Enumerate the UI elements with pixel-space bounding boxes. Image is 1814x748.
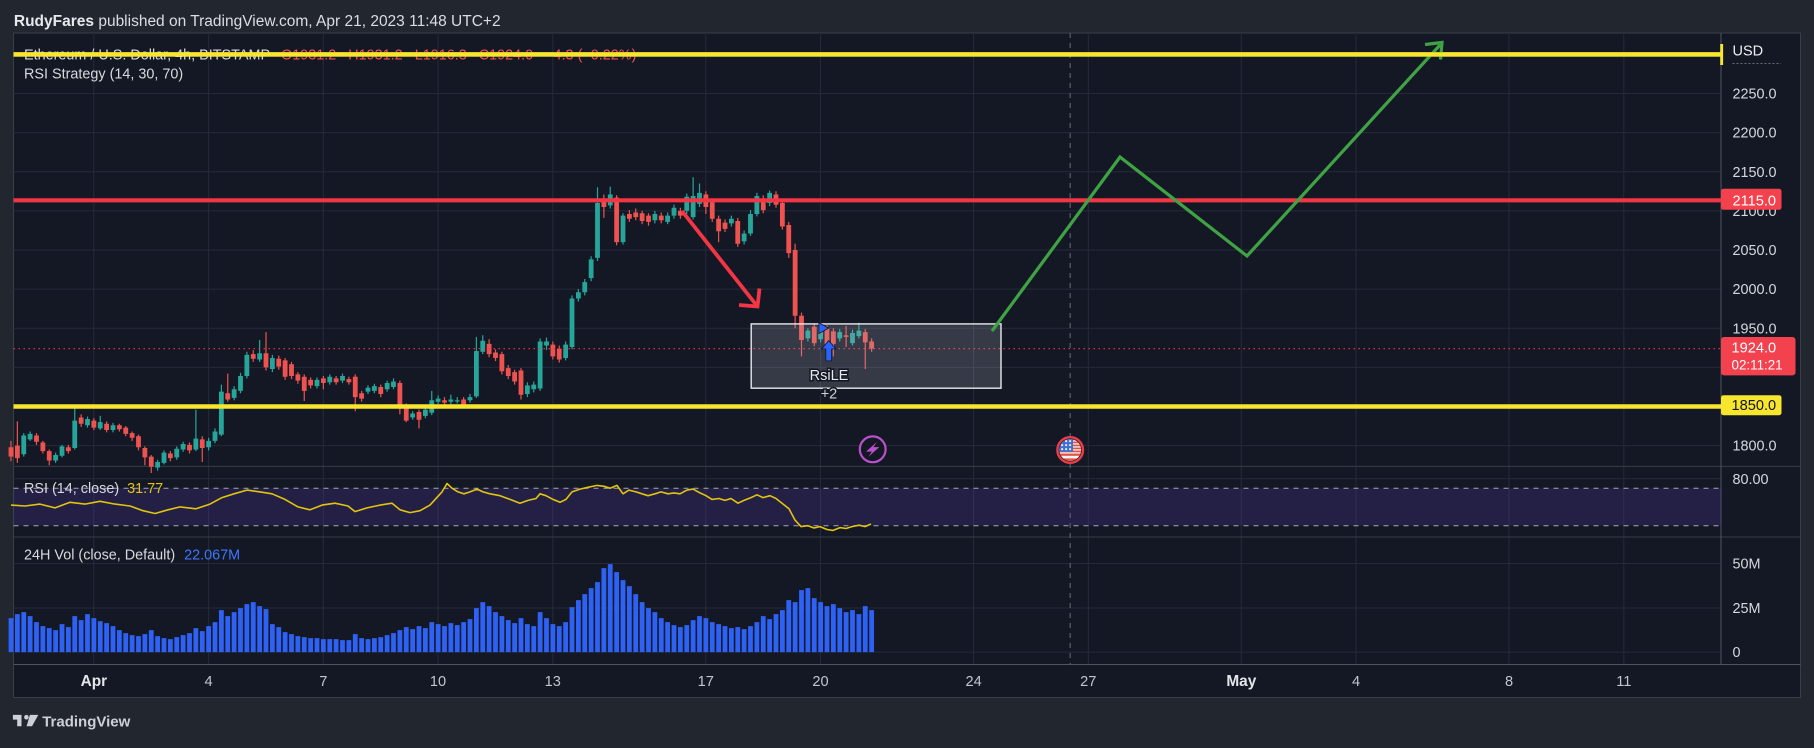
- svg-text:2050.0: 2050.0: [1733, 243, 1777, 259]
- svg-text:1950.0: 1950.0: [1733, 321, 1777, 337]
- svg-text:2250.0: 2250.0: [1733, 87, 1777, 103]
- svg-text:50M: 50M: [1733, 557, 1761, 573]
- svg-text:25M: 25M: [1733, 601, 1761, 617]
- svg-text:Apr: Apr: [81, 673, 108, 690]
- svg-text:10: 10: [430, 674, 446, 690]
- svg-text:4: 4: [1352, 674, 1360, 690]
- svg-text:2000.0: 2000.0: [1733, 282, 1777, 298]
- svg-text:1800.0: 1800.0: [1733, 439, 1777, 455]
- svg-text:RSI (14, close)31.77: RSI (14, close) 31.77: [24, 481, 163, 497]
- svg-text:27: 27: [1080, 674, 1096, 690]
- svg-text:7: 7: [319, 674, 327, 690]
- svg-text:02:11:21: 02:11:21: [1732, 357, 1783, 372]
- svg-text:17: 17: [698, 674, 714, 690]
- svg-text:May: May: [1226, 673, 1256, 690]
- svg-text:24: 24: [965, 674, 981, 690]
- svg-text:0: 0: [1733, 645, 1741, 661]
- svg-text:2115.0: 2115.0: [1733, 194, 1777, 210]
- svg-text:TradingView: TradingView: [42, 714, 130, 731]
- svg-text:RudyFares published on Trading: RudyFares published on TradingView.com, …: [14, 13, 501, 30]
- svg-text:1850.0: 1850.0: [1732, 398, 1777, 414]
- svg-text:2200.0: 2200.0: [1733, 126, 1777, 142]
- svg-text:RsiLE: RsiLE: [810, 368, 849, 384]
- svg-text:80.00: 80.00: [1733, 472, 1769, 488]
- svg-text:20: 20: [812, 674, 828, 690]
- svg-text:USD: USD: [1733, 44, 1764, 60]
- svg-text:13: 13: [545, 674, 561, 690]
- svg-text:8: 8: [1505, 674, 1513, 690]
- svg-text:+2: +2: [821, 386, 838, 402]
- svg-text:RSI Strategy (14, 30, 70): RSI Strategy (14, 30, 70): [24, 66, 183, 82]
- svg-text:4: 4: [205, 674, 213, 690]
- svg-text:2150.0: 2150.0: [1733, 165, 1777, 181]
- svg-text:11: 11: [1616, 674, 1631, 690]
- svg-text:1924.0: 1924.0: [1732, 340, 1777, 356]
- svg-text:24H Vol (close, Default)22.067: 24H Vol (close, Default) 22.067M: [24, 547, 240, 563]
